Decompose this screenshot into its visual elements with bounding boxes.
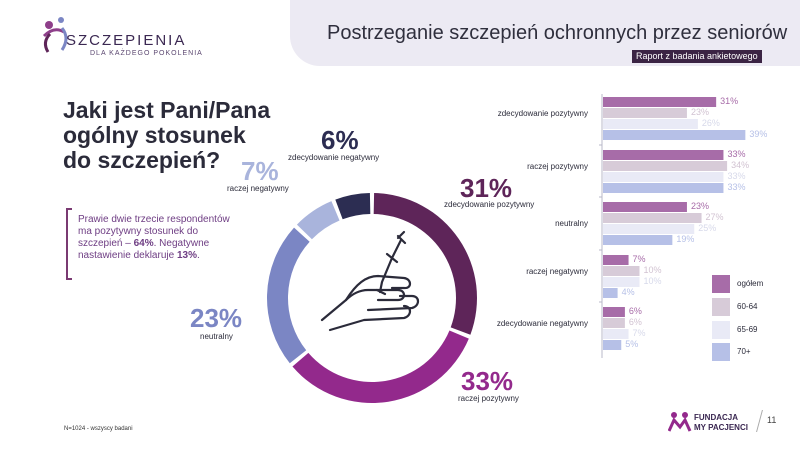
bar-value-label: 27% [705,212,724,222]
donut-pct-zdecydowanie-pozytywny: 31% [460,173,513,203]
logo: SZCZEPIENIA DLA KAŻDEGO POKOLENIA [40,16,203,60]
logo-tagline: DLA KAŻDEGO POKOLENIA [90,50,203,57]
report-title: Postrzeganie szczepień ochronnych przez … [327,22,788,44]
legend-label: 60-64 [737,302,758,311]
donut-label-raczej-pozytywny: raczej pozytywny [458,394,519,403]
donut-slice-0 [373,193,477,335]
bar-1-1 [603,161,728,171]
donut-pct-raczej-pozytywny: 33% [461,366,514,396]
summary-value-negative: 13% [176,250,197,261]
bar-value-label: 6% [628,306,642,316]
bar-value-label: 7% [632,328,646,338]
bar-3-0 [603,255,629,265]
bar-value-label: 39% [749,129,768,139]
donut-label-zdecydowanie-pozytywny: zdecydowanie pozytywny [444,200,535,209]
bar-3-3 [603,288,618,298]
brand-people-icon [668,412,692,432]
bar-value-label: 5% [625,339,639,349]
legend-label: 65-69 [737,325,758,334]
bar-0-1 [603,108,687,118]
logo-people-icon [42,17,68,53]
donut-label-neutralny: neutralny [200,332,233,341]
brand-line-2: MY PACJENCI [694,423,748,432]
bar-2-3 [603,235,673,245]
bar-value-label: 33% [727,171,746,181]
donut-label-zdecydowanie-negatywny: zdecydowanie negatywny [288,153,380,162]
donut-slice-1 [292,330,469,403]
bar-0-3 [603,130,746,140]
bar-4-0 [603,307,625,317]
donut-slice-4 [335,193,371,220]
bar-2-0 [603,202,687,212]
report-badge: Raport z badania ankietowego [632,50,762,63]
bar-value-label: 34% [731,160,750,170]
bar-4-3 [603,340,622,350]
page-number: 11 [767,415,777,425]
bar-value-label: 19% [676,234,695,244]
bar-value-label: 33% [727,149,746,159]
bar-3-2 [603,277,640,287]
bar-group-label: zdecydowanie pozytywny [497,109,588,118]
bar-1-0 [603,150,724,160]
summary-text-1: Prawie dwie trzecie respondentów ma pozy… [78,214,230,249]
donut-label-raczej-negatywny: raczej negatywny [227,184,289,193]
brand-logo: FUNDACJA MY PACJENCI [668,411,748,433]
bar-2-2 [603,224,695,234]
donut-slice-3 [296,201,340,240]
legend-swatch [712,343,730,361]
bar-value-label: 10% [643,276,662,286]
legend-swatch [712,298,730,316]
bar-group-label: raczej negatywny [526,267,588,276]
legend-label: ogółem [737,279,764,288]
bar-value-label: 31% [720,96,739,106]
bar-value-label: 4% [621,287,635,297]
legend-swatch [712,275,730,293]
summary-value-positive: 64% [133,238,154,249]
bar-4-2 [603,329,629,339]
bar-value-label: 33% [727,182,746,192]
bar-3-1 [603,266,640,276]
footnote: N=1024 - wszyscy badani [64,426,133,432]
bar-value-label: 23% [690,201,709,211]
donut-pct-zdecydowanie-negatywny: 6% [321,125,359,155]
donut-pct-raczej-negatywny: 7% [241,156,279,186]
hand-syringe-icon [320,230,420,332]
bar-0-0 [603,97,717,107]
brand-line-1: FUNDACJA [694,413,738,422]
bar-value-label: 10% [643,265,662,275]
note-bracket [66,208,72,280]
bar-value-label: 26% [701,118,720,128]
bar-4-1 [603,318,625,328]
question-heading: Jaki jest Pani/Pana ogólny stosunek do s… [63,97,271,173]
bar-group-label: neutralny [555,219,588,228]
bar-2-1 [603,213,702,223]
summary-text-2: . Negatywne nastawienie deklaruje [78,238,210,261]
bar-value-label: 7% [632,254,646,264]
legend-label: 70+ [737,347,751,356]
bar-0-2 [603,119,698,129]
logo-name: SZCZEPIENIA [66,32,187,49]
bar-value-label: 23% [690,107,709,117]
bar-1-3 [603,183,724,193]
legend-swatch [712,321,730,339]
bar-value-label: 6% [628,317,642,327]
summary-note: Prawie dwie trzecie respondentów ma pozy… [78,214,238,262]
donut-slice-2 [267,227,310,364]
bar-1-2 [603,172,724,182]
summary-text-3: . [196,250,200,261]
bar-group-label: raczej pozytywny [527,162,588,171]
donut-pct-neutralny: 23% [190,303,243,333]
bar-group-label: zdecydowanie negatywny [496,319,588,328]
bar-value-label: 25% [698,223,717,233]
